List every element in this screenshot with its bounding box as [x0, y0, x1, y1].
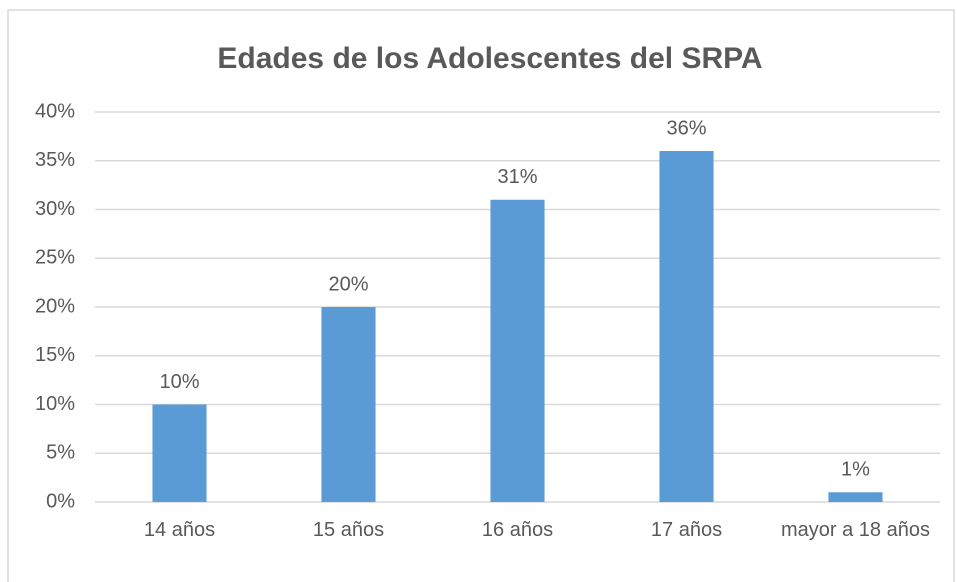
y-tick-label: 15%	[35, 344, 75, 366]
bar	[828, 492, 883, 502]
x-tick-label: 14 años	[143, 519, 216, 541]
y-tick-label: 20%	[35, 295, 75, 317]
x-tick-label: 15 años	[312, 519, 385, 541]
data-label: 36%	[666, 117, 706, 139]
bar	[152, 404, 207, 502]
bar	[659, 151, 714, 502]
y-tick-label: 25%	[35, 247, 75, 269]
y-tick-label: 10%	[35, 393, 75, 415]
y-tick-label: 30%	[35, 198, 75, 220]
x-tick-label: mayor a 18 años	[781, 519, 930, 541]
y-tick-label: 5%	[46, 442, 75, 464]
y-tick-label: 0%	[46, 490, 75, 512]
data-label: 31%	[497, 166, 537, 188]
data-label: 1%	[841, 459, 870, 481]
y-tick-label: 40%	[35, 100, 75, 122]
chart-border	[7, 9, 955, 582]
data-label: 10%	[159, 371, 199, 393]
bar	[490, 199, 545, 502]
x-tick-label: 17 años	[650, 519, 723, 541]
chart-title: Edades de los Adolescentes del SRPA	[217, 42, 762, 75]
bar	[321, 307, 376, 502]
data-label: 20%	[328, 273, 368, 295]
x-tick-label: 16 años	[481, 519, 554, 541]
y-tick-label: 35%	[35, 149, 75, 171]
